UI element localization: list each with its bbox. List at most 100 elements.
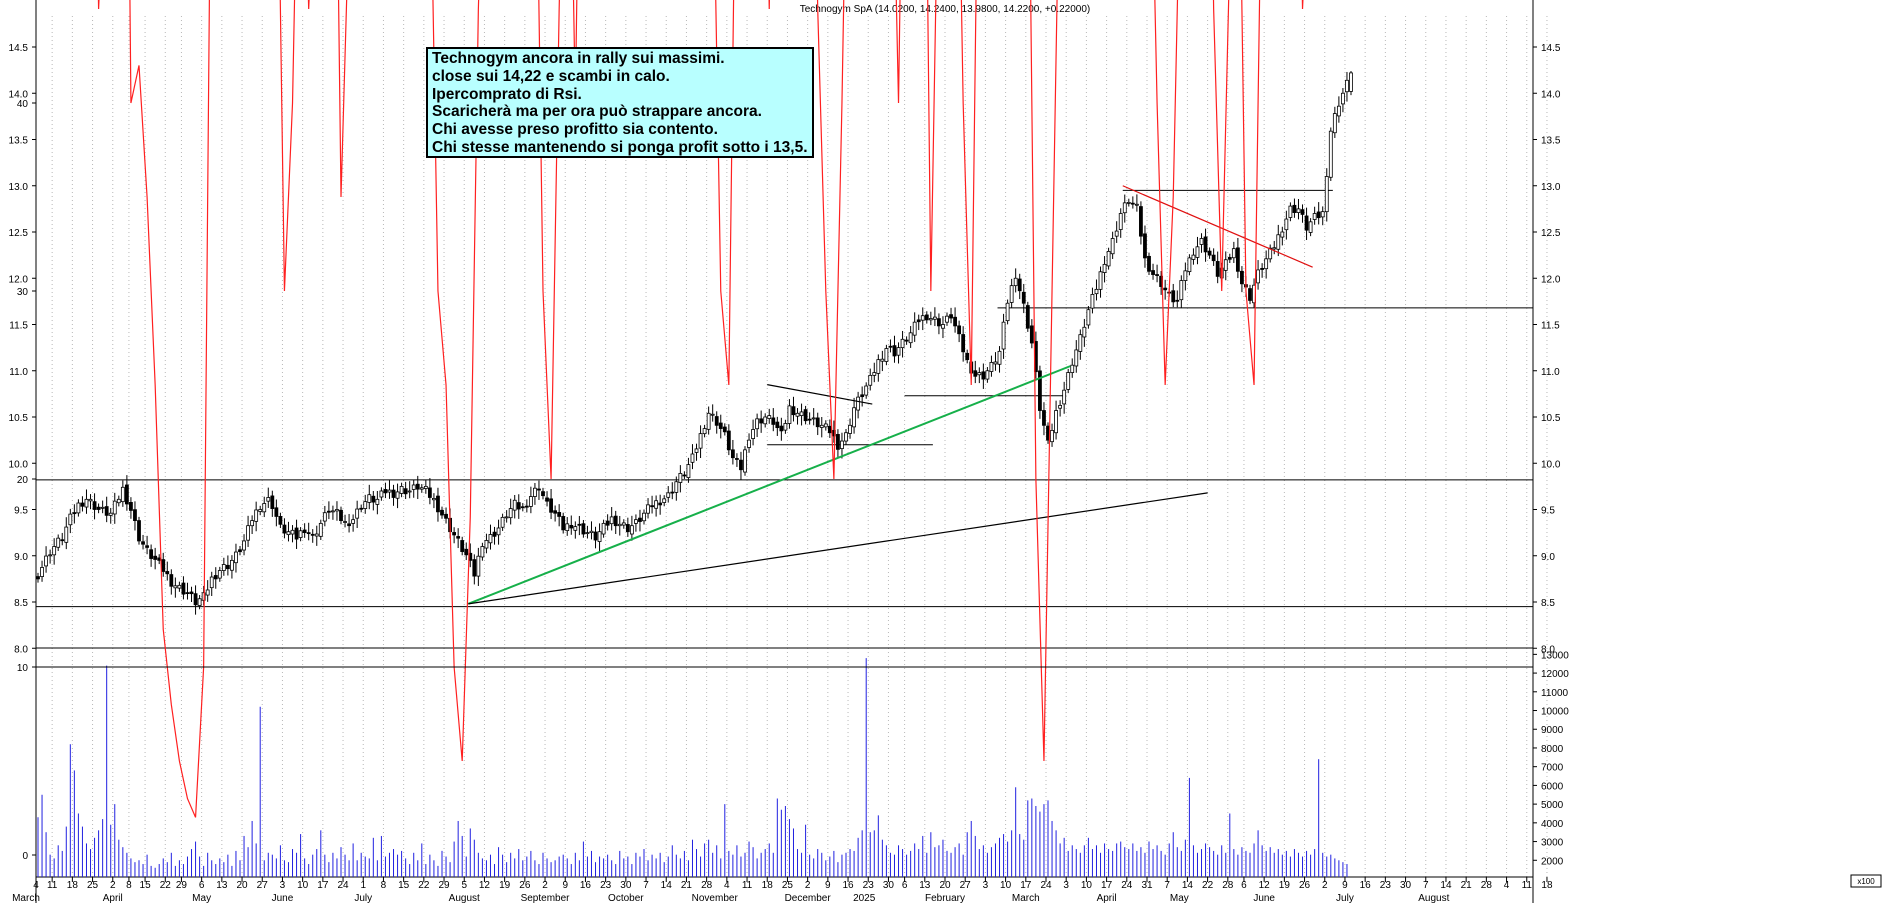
candle-body (84, 498, 89, 508)
candle-body (383, 489, 388, 494)
candle-body (258, 509, 263, 512)
candle-body (528, 496, 533, 507)
candle-body (1187, 257, 1192, 273)
candle-body (747, 439, 751, 448)
date-tick-label: 21 (681, 880, 693, 891)
candle-body (541, 491, 545, 497)
price-tick-label: 10.0 (1541, 459, 1561, 470)
volume-bars (37, 658, 1348, 877)
date-tick-label: 2 (542, 880, 548, 891)
candle-body (1090, 294, 1095, 309)
note-line: close sui 14,22 e scambi in calo. (432, 67, 670, 85)
price-tick-label: 14.0 (9, 89, 29, 100)
candle-body (920, 315, 925, 321)
candle-body (326, 510, 331, 513)
date-tick-label: 3 (280, 880, 286, 891)
date-tick-label: 17 (317, 880, 329, 891)
candle-body (1207, 250, 1212, 256)
volume-tick-label: 12000 (1541, 669, 1569, 680)
candle-body (908, 332, 913, 344)
volume-tick-label: 9000 (1541, 725, 1564, 736)
candle-body (629, 525, 634, 535)
candle-body (516, 502, 521, 510)
candle-body (896, 347, 901, 356)
date-tick-label: 2 (805, 880, 811, 891)
price-tick-label: 9.5 (1541, 506, 1555, 517)
candle-body (157, 557, 162, 561)
candle-body (524, 505, 529, 508)
candle-body (650, 505, 654, 508)
candle-body (234, 551, 238, 564)
candle-body (581, 523, 586, 535)
candle-body (68, 513, 73, 526)
candle-body (173, 585, 178, 589)
candle-body (141, 541, 145, 545)
candle-body (1345, 79, 1349, 93)
price-candles (36, 71, 1353, 615)
candle-body (1300, 209, 1305, 215)
candle-body (860, 394, 865, 398)
candle-body (634, 519, 638, 524)
candle-body (1304, 215, 1309, 231)
date-tick-label: 14 (1182, 880, 1194, 891)
candle-body (343, 521, 347, 523)
candle-body (856, 396, 861, 411)
candle-body (427, 487, 432, 498)
date-tick-label: 22 (1202, 880, 1214, 891)
date-tick-label: 18 (1541, 880, 1553, 891)
candle-body (928, 318, 933, 321)
candle-body (254, 509, 259, 522)
candle-body (266, 497, 271, 502)
date-tick-label: 30 (883, 880, 895, 891)
candle-body (1191, 254, 1196, 260)
date-tick-label: 30 (620, 880, 632, 891)
candle-body (658, 502, 663, 506)
candle-body (387, 489, 392, 493)
candle-body (735, 458, 739, 460)
candle-body (246, 525, 250, 541)
candle-body (116, 498, 121, 504)
candle-body (500, 516, 505, 528)
trendline-red (1122, 185, 1313, 268)
candle-body (1312, 213, 1317, 220)
candle-body (1296, 208, 1301, 213)
candle-body (314, 533, 319, 537)
candle-body (1110, 238, 1115, 255)
candle-body (322, 512, 327, 522)
volume-tick-label: 13000 (1541, 650, 1569, 661)
candle-body (985, 370, 990, 380)
candle-body (617, 523, 622, 527)
candle-body (755, 418, 760, 430)
candle-body (331, 510, 335, 513)
month-label: December (785, 893, 832, 903)
note-line: Ipercomprato di Rsi. (432, 85, 582, 103)
candle-body (686, 464, 691, 478)
price-tick-label: 12.0 (9, 274, 29, 285)
candle-body (714, 416, 719, 426)
candle-body (1054, 410, 1058, 434)
month-label: August (449, 893, 480, 903)
candle-body (1094, 288, 1099, 295)
candle-body (593, 531, 598, 541)
candle-body (941, 324, 945, 329)
candle-body (1231, 248, 1236, 259)
candle-body (1240, 270, 1244, 285)
date-tick-label: 10 (297, 880, 309, 891)
date-tick-label: 13 (919, 880, 931, 891)
candle-body (1175, 299, 1180, 302)
candle-body (306, 532, 311, 535)
candle-body (1025, 305, 1030, 329)
candle-body (1308, 221, 1313, 233)
candle-body (803, 409, 808, 422)
price-tick-label: 11.5 (9, 321, 28, 332)
date-tick-label: 28 (701, 880, 713, 891)
date-tick-label: 9 (1342, 880, 1348, 891)
candle-body (1316, 211, 1321, 219)
date-tick-label: 16 (580, 880, 592, 891)
candle-body (739, 459, 743, 471)
date-tick-label: 7 (643, 880, 649, 891)
candle-body (1341, 92, 1345, 105)
candle-body (743, 449, 747, 473)
month-label: May (192, 893, 211, 903)
candle-body (193, 593, 198, 606)
